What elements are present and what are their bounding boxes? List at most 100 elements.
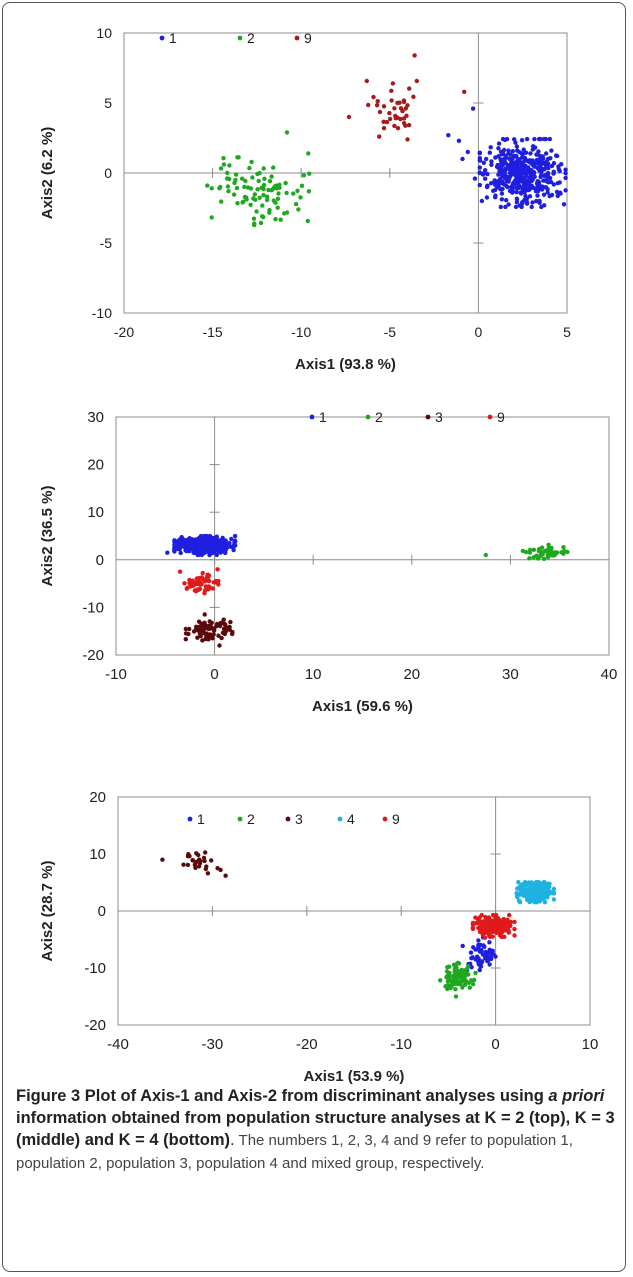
data-point [273, 217, 278, 222]
legend-entry: 2 [247, 811, 255, 827]
data-point [484, 950, 489, 956]
data-point [278, 217, 283, 222]
data-point [445, 986, 450, 992]
data-point [535, 193, 540, 198]
data-point [207, 619, 212, 624]
data-point [454, 978, 460, 984]
data-point [257, 195, 262, 200]
y-tick-label: 0 [98, 903, 106, 920]
data-point [232, 533, 238, 539]
data-point [517, 149, 522, 155]
data-point [532, 136, 537, 142]
x-axis-label: Axis1 (93.8 %) [295, 356, 396, 373]
data-point [484, 195, 490, 200]
data-point [542, 203, 547, 208]
data-point [523, 193, 528, 199]
data-point [202, 612, 207, 617]
data-point [539, 160, 544, 165]
data-point [503, 166, 508, 171]
data-point [226, 189, 231, 194]
caption-title-part-2: information obtained from population str… [16, 1109, 615, 1149]
data-point [512, 919, 517, 925]
data-point [532, 889, 537, 894]
data-point [390, 81, 396, 86]
data-point [482, 935, 488, 940]
y-tick-label: -20 [84, 1017, 106, 1034]
data-point [476, 956, 481, 961]
data-point [545, 170, 551, 176]
data-point [214, 538, 219, 543]
data-point [187, 536, 192, 541]
data-point [217, 643, 222, 648]
legend-entry: 1 [169, 30, 177, 46]
data-point [483, 914, 488, 920]
data-point [477, 967, 482, 973]
series-4-points [514, 880, 557, 905]
x-tick-label: -5 [384, 324, 397, 340]
data-point [449, 982, 455, 987]
plot-area-border [115, 416, 610, 656]
data-point [299, 183, 305, 188]
x-tick-label: 30 [502, 666, 519, 683]
data-point [444, 969, 450, 974]
data-point [252, 192, 257, 197]
data-point [219, 635, 224, 641]
data-point [261, 214, 266, 220]
data-point [183, 637, 188, 642]
data-point [565, 549, 570, 555]
data-point [493, 193, 498, 198]
scatter-plot-k4: -40 -30 -20 -10 0 10 -20 -10 0 10 20 Axis1 (53.9 %)… [39, 789, 598, 1085]
data-point [551, 161, 557, 166]
series-1-points [165, 533, 238, 558]
data-point [227, 163, 232, 168]
data-point [249, 159, 254, 165]
data-point [221, 545, 226, 550]
data-point [541, 192, 547, 197]
data-point [221, 617, 226, 622]
data-point [519, 138, 525, 143]
data-point [507, 912, 512, 918]
data-point [527, 186, 533, 192]
x-tick-label: -15 [202, 324, 222, 340]
data-point [401, 116, 407, 121]
data-point [295, 188, 300, 193]
data-point [530, 177, 535, 182]
legend-marker [487, 414, 493, 420]
data-point [563, 188, 568, 193]
data-point [512, 933, 517, 938]
data-point [227, 624, 232, 630]
data-point [190, 858, 195, 863]
data-point [301, 173, 307, 178]
data-point [523, 185, 528, 190]
data-point [264, 197, 270, 203]
data-point [504, 198, 509, 203]
legend-marker [382, 816, 388, 822]
data-point [498, 187, 503, 192]
data-point [215, 548, 221, 553]
data-point [477, 170, 482, 175]
data-point [487, 962, 492, 967]
data-point [381, 119, 386, 125]
series-2-points [483, 542, 570, 561]
legend-entry: 3 [435, 409, 443, 425]
data-point [517, 203, 523, 208]
data-point [453, 987, 458, 992]
data-point [250, 175, 255, 180]
data-point [531, 547, 537, 552]
data-point [518, 175, 523, 181]
data-point [536, 548, 541, 554]
data-point [472, 977, 477, 983]
data-point [482, 944, 487, 949]
data-point [516, 880, 521, 885]
data-point [490, 923, 495, 928]
data-point [563, 167, 568, 172]
data-point [298, 195, 303, 200]
data-point [499, 159, 504, 164]
data-point [393, 116, 398, 121]
data-point [528, 151, 533, 156]
data-point [544, 887, 550, 892]
data-point [555, 193, 560, 199]
data-point [228, 619, 233, 625]
data-point [195, 540, 201, 545]
data-point [471, 945, 476, 950]
